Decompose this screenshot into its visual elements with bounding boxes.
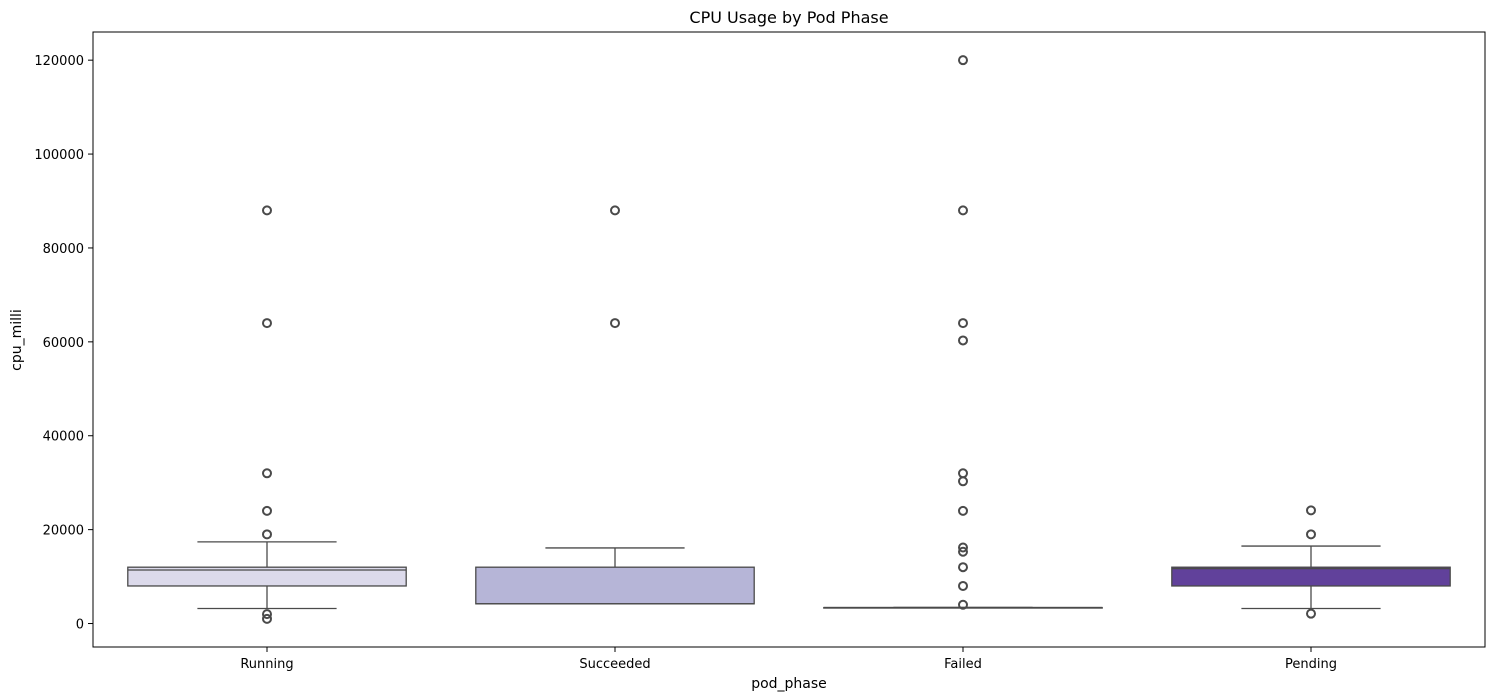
- outlier-point: [262, 505, 272, 516]
- box-pending: [1171, 566, 1451, 587]
- outlier-point: [1306, 529, 1316, 540]
- box-succeeded: [475, 566, 755, 605]
- outlier-point: [610, 205, 620, 216]
- outlier-point: [262, 613, 272, 624]
- y-tick-label: 60000: [43, 336, 84, 351]
- y-tick-label: 80000: [43, 242, 84, 257]
- x-axis-label: pod_phase: [751, 676, 827, 692]
- outlier-point: [1306, 608, 1316, 619]
- y-tick-label: 20000: [43, 524, 84, 539]
- y-tick-label: 120000: [34, 54, 84, 69]
- outlier-point: [262, 318, 272, 329]
- outlier-point: [958, 599, 968, 610]
- outlier-point: [610, 318, 620, 329]
- outlier-point: [958, 546, 968, 557]
- outlier-point: [958, 55, 968, 66]
- outlier-point: [958, 318, 968, 329]
- outlier-point: [958, 468, 968, 479]
- x-tick-label: Succeeded: [579, 657, 650, 672]
- y-axis-label: cpu_milli: [9, 309, 25, 371]
- outlier-point: [958, 205, 968, 216]
- outlier-point: [262, 205, 272, 216]
- x-tick-label: Running: [240, 657, 293, 672]
- plot-frame: [92, 31, 1486, 648]
- box-running: [127, 566, 407, 587]
- outlier-point: [958, 505, 968, 516]
- outlier-point: [958, 542, 968, 553]
- outlier-point: [958, 562, 968, 573]
- y-tick-label: 40000: [43, 430, 84, 445]
- outlier-point: [958, 335, 968, 346]
- outlier-point: [262, 529, 272, 540]
- outlier-point: [262, 468, 272, 479]
- outlier-point: [1306, 505, 1316, 516]
- outlier-point: [958, 580, 968, 591]
- outlier-point: [958, 476, 968, 487]
- x-tick-label: Pending: [1285, 657, 1337, 672]
- y-tick-label: 0: [76, 618, 84, 633]
- plot-area: 0 20000 40000 60000 80000 100000 120000 Running…: [34, 54, 1451, 672]
- y-tick-label: 100000: [34, 148, 84, 163]
- chart-title: CPU Usage by Pod Phase: [689, 8, 888, 27]
- x-tick-label: Failed: [944, 657, 982, 672]
- outlier-point: [262, 609, 272, 620]
